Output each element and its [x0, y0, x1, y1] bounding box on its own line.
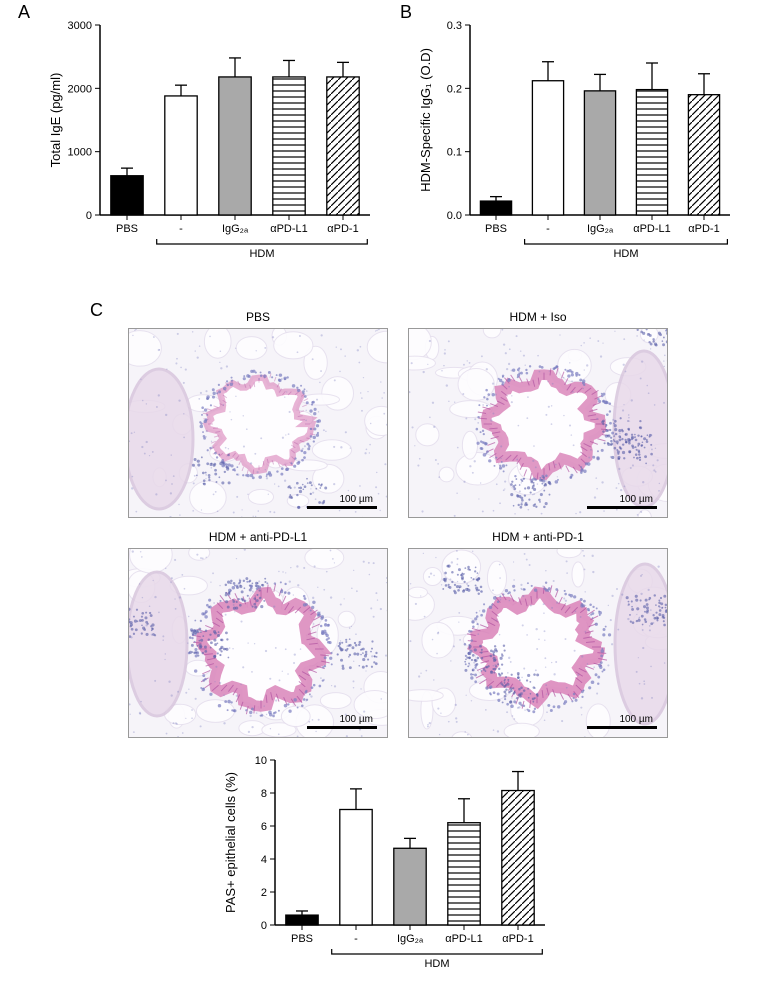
- svg-text:αPD-L1: αPD-L1: [445, 933, 483, 945]
- svg-text:HDM: HDM: [424, 958, 449, 970]
- svg-text:0: 0: [261, 920, 267, 932]
- panel-label-a: A: [18, 2, 30, 23]
- chart-a: 0 1000 2000 3000 Total IgE (pg/ml) PBS - IgG₂ₐ α…: [30, 10, 390, 290]
- micrograph-pdl1: 100 µm: [128, 548, 388, 738]
- svg-text:-: -: [354, 933, 358, 945]
- micrograph-title-0: PBS: [128, 310, 388, 324]
- svg-text:HDM-Specific IgG₁ (O.D): HDM-Specific IgG₁ (O.D): [418, 48, 433, 192]
- svg-text:αPD-1: αPD-1: [502, 933, 533, 945]
- micrograph-title-1: HDM + Iso: [408, 310, 668, 324]
- svg-text:3000: 3000: [68, 20, 92, 32]
- svg-text:4: 4: [261, 854, 267, 866]
- chart-b: 0.0 0.1 0.2 0.3 HDM-Specific IgG₁ (O.D) PBS - I…: [405, 10, 755, 290]
- figure-root: A B C 0100020003000Total IgE (pg/ml)PBS-…: [0, 0, 762, 996]
- svg-text:0.0: 0.0: [447, 210, 462, 222]
- micrograph-iso: 100 µm: [408, 328, 668, 518]
- svg-text:-: -: [546, 223, 550, 235]
- svg-text:αPD-1: αPD-1: [688, 223, 719, 235]
- svg-text:αPD-1: αPD-1: [327, 223, 358, 235]
- svg-text:2000: 2000: [68, 83, 92, 95]
- scalebar-1: 100 µm: [577, 495, 657, 509]
- svg-text:Total IgE (pg/ml): Total IgE (pg/ml): [48, 73, 63, 168]
- micrograph-title-3: HDM + anti-PD-1: [408, 530, 668, 544]
- svg-text:PBS: PBS: [485, 223, 507, 235]
- svg-text:IgG₂ₐ: IgG₂ₐ: [587, 223, 614, 235]
- svg-text:PBS: PBS: [116, 223, 138, 235]
- svg-text:6: 6: [261, 821, 267, 833]
- svg-text:IgG₂ₐ: IgG₂ₐ: [397, 933, 424, 945]
- micrograph-pd1: 100 µm: [408, 548, 668, 738]
- svg-text:0.2: 0.2: [447, 83, 462, 95]
- svg-text:0.1: 0.1: [447, 147, 462, 159]
- svg-text:1000: 1000: [68, 147, 92, 159]
- svg-text:0: 0: [86, 210, 92, 222]
- scalebar-3: 100 µm: [577, 715, 657, 729]
- svg-text:αPD-L1: αPD-L1: [633, 223, 671, 235]
- svg-text:αPD-L1: αPD-L1: [270, 223, 308, 235]
- svg-text:0.3: 0.3: [447, 20, 462, 32]
- micrograph-pbs: 100 µm: [128, 328, 388, 518]
- micrograph-title-2: HDM + anti-PD-L1: [128, 530, 388, 544]
- scalebar-2: 100 µm: [297, 715, 377, 729]
- panel-label-c: C: [90, 300, 103, 321]
- scalebar-0: 100 µm: [297, 495, 377, 509]
- svg-text:HDM: HDM: [249, 248, 274, 260]
- svg-text:10: 10: [255, 755, 267, 767]
- svg-text:8: 8: [261, 788, 267, 800]
- svg-text:PAS+ epithelial cells (%): PAS+ epithelial cells (%): [223, 772, 238, 913]
- svg-text:HDM: HDM: [613, 248, 638, 260]
- chart-c: 0 2 4 6 8 10 PAS+ epithelial cells (%) PBS - IgG₂…: [200, 750, 580, 990]
- svg-text:PBS: PBS: [291, 933, 313, 945]
- svg-text:2: 2: [261, 887, 267, 899]
- svg-text:IgG₂ₐ: IgG₂ₐ: [222, 223, 249, 235]
- svg-text:-: -: [179, 223, 183, 235]
